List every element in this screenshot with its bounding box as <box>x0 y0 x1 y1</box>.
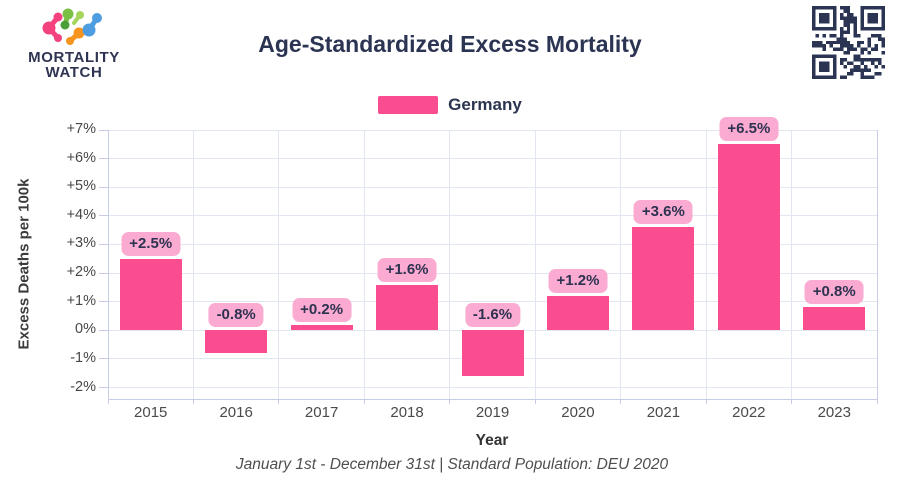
x-axis-tick <box>705 399 707 404</box>
bar[interactable] <box>632 227 695 331</box>
legend-item-germany[interactable]: Germany <box>0 95 900 115</box>
x-axis-tick <box>534 399 536 404</box>
x-axis-tick <box>791 399 793 404</box>
x-axis-line <box>108 398 877 400</box>
y-axis-tick <box>99 301 108 303</box>
bar-value-pill: -1.6% <box>464 303 521 328</box>
qr-code <box>812 6 885 79</box>
v-gridline <box>791 130 793 399</box>
mortality-watch-logo: MORTALITY WATCH <box>8 8 140 80</box>
v-gridline <box>449 130 451 399</box>
y-tick-label: +2% <box>66 264 96 281</box>
v-gridline <box>534 130 536 399</box>
x-tick-label: 2018 <box>390 404 424 421</box>
y-tick-label: +5% <box>66 178 96 195</box>
chart-title: Age-Standardized Excess Mortality <box>258 31 642 57</box>
bar[interactable] <box>546 295 609 331</box>
y-axis-tick <box>99 329 108 331</box>
y-tick-label: +7% <box>66 121 96 137</box>
bar[interactable] <box>461 330 524 377</box>
y-tick-label: -2% <box>70 378 96 395</box>
bar[interactable] <box>119 258 182 331</box>
v-gridline <box>363 130 365 399</box>
v-gridline <box>278 130 280 399</box>
y-axis-tick <box>99 243 108 245</box>
x-axis-tick <box>620 399 622 404</box>
bar-value-pill: +3.6% <box>633 200 693 225</box>
y-tick-label: -1% <box>70 349 96 366</box>
legend-color-swatch <box>378 96 439 114</box>
bar[interactable] <box>376 284 439 331</box>
y-tick-label: 0% <box>75 321 96 338</box>
x-tick-label: 2017 <box>304 404 339 421</box>
bar[interactable] <box>717 144 780 331</box>
plot-area: +2.5% -0.8% +0.2% +1.6% -1.6% +1.2% +3.6% +6.5%… <box>99 117 878 404</box>
y-axis-title: Excess Deaths per 100k <box>15 178 33 350</box>
x-axis-tick <box>192 399 194 404</box>
y-axis-tick <box>99 387 108 389</box>
subtitle-note: January 1st - December 31st | Standard P… <box>235 456 669 473</box>
bar-value-pill: +0.8% <box>804 280 864 305</box>
bar[interactable] <box>205 330 268 354</box>
y-tick-label: +3% <box>66 235 96 252</box>
h-gridline <box>108 272 877 274</box>
bar-value-pill: +6.5% <box>719 117 779 142</box>
x-axis-tick <box>449 399 451 404</box>
h-gridline <box>108 387 877 389</box>
x-tick-label: 2016 <box>219 404 253 421</box>
legend-label: Germany <box>448 95 522 114</box>
h-gridline <box>108 129 877 131</box>
bar[interactable] <box>803 307 866 331</box>
bar-value-pill: +1.6% <box>377 257 437 282</box>
y-axis-tick <box>99 186 108 188</box>
h-gridline <box>108 301 877 303</box>
y-axis-line <box>107 130 109 399</box>
logo-text-line2: WATCH <box>45 64 103 81</box>
v-gridline <box>705 130 707 399</box>
bar-value-pill: +0.2% <box>292 297 352 322</box>
x-tick-label: 2022 <box>732 404 766 421</box>
y-tick-label: +1% <box>66 292 96 309</box>
x-axis-tick <box>876 399 878 404</box>
h-gridline <box>108 215 877 217</box>
x-axis-tick <box>278 399 280 404</box>
logo-text-line1: MORTALITY <box>28 49 120 66</box>
x-axis-title: Year <box>475 432 509 449</box>
x-tick-label: 2020 <box>561 404 595 421</box>
v-gridline <box>192 130 194 399</box>
bar-value-pill: -0.8% <box>208 303 264 328</box>
bar[interactable] <box>290 324 353 331</box>
x-tick-label: 2021 <box>646 404 681 421</box>
y-axis-tick <box>99 272 108 274</box>
molecule-logo-icon <box>42 8 102 45</box>
y-axis-tick <box>99 129 108 131</box>
h-gridline <box>108 158 877 160</box>
y-axis-tick <box>99 158 108 160</box>
h-gridline <box>108 243 877 245</box>
x-axis-tick <box>107 399 109 404</box>
bar-value-pill: +2.5% <box>121 231 181 256</box>
bar-value-pill: +1.2% <box>548 268 608 293</box>
x-axis-tick <box>363 399 365 404</box>
h-gridline <box>108 186 877 188</box>
v-gridline <box>620 130 622 399</box>
y-axis-tick <box>99 215 108 217</box>
y-tick-label: +6% <box>66 149 96 166</box>
y-tick-label: +4% <box>66 206 96 223</box>
y-axis-tick <box>99 358 108 360</box>
x-tick-label: 2023 <box>817 404 851 421</box>
x-tick-label: 2015 <box>134 404 168 421</box>
x-tick-label: 2019 <box>475 404 510 421</box>
plot-right-border <box>876 130 878 399</box>
